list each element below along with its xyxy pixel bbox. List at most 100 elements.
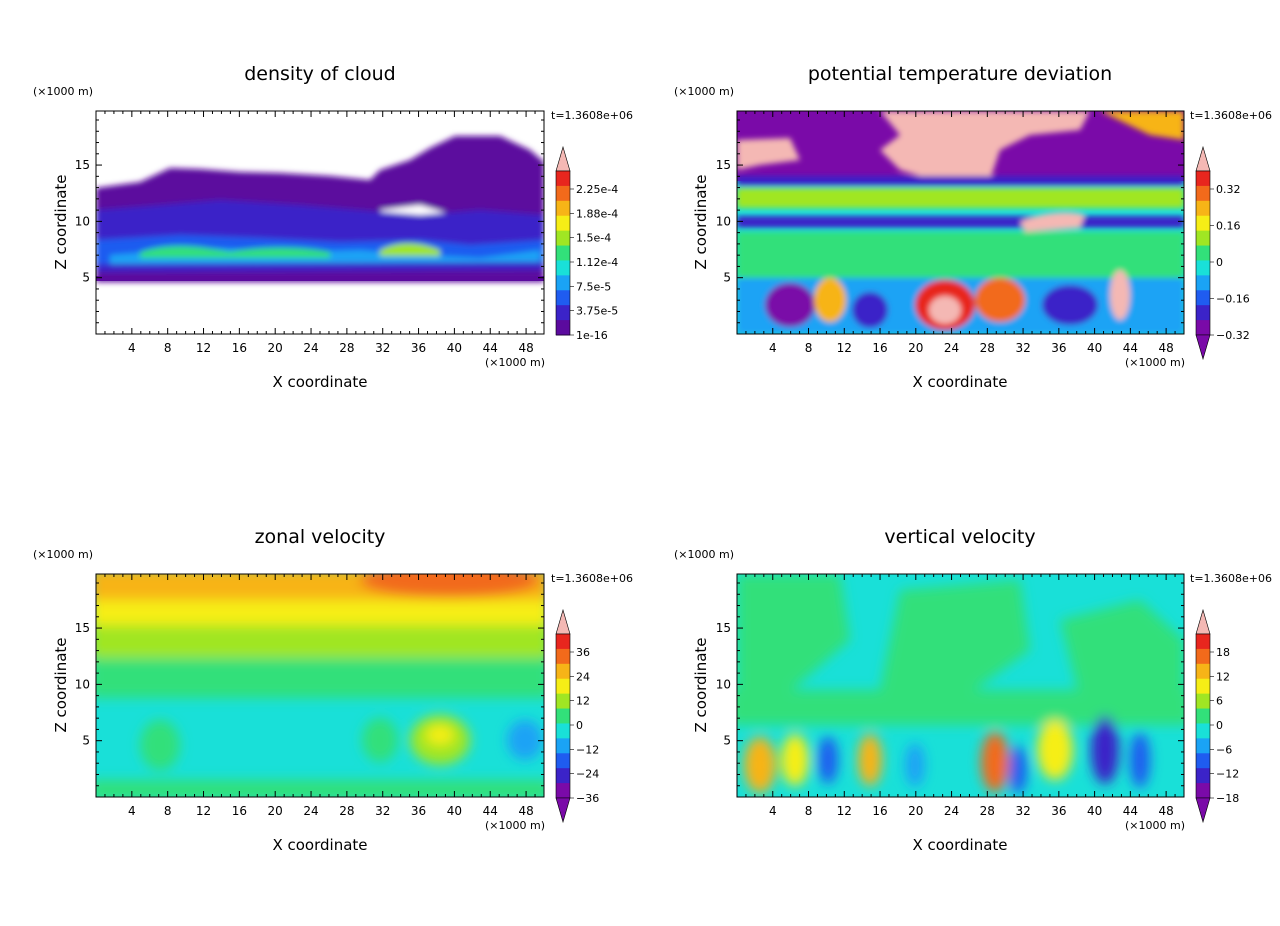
cell-5 xyxy=(929,296,961,324)
colorbar-label: −0.32 xyxy=(1216,329,1250,342)
colorbar-label: 0.16 xyxy=(1216,220,1241,233)
band-green xyxy=(96,658,544,698)
jet-core xyxy=(360,574,540,598)
colorbar-extend-bottom xyxy=(555,797,571,824)
colorbar-segment xyxy=(1196,185,1210,202)
colorbar-label: 0 xyxy=(1216,719,1223,732)
x-tick-label: 12 xyxy=(196,804,211,818)
y-unit-label: (×1000 m) xyxy=(33,548,93,561)
x-tick-label: 44 xyxy=(483,341,498,355)
band-green xyxy=(737,188,1184,208)
colorbar-segment xyxy=(556,693,570,710)
upper-left-patch xyxy=(737,138,800,170)
low-blob-5 xyxy=(507,720,543,760)
y-tick-label: 5 xyxy=(723,271,731,285)
colorbar-segment xyxy=(1196,171,1210,187)
colorbar-extend-top xyxy=(1195,145,1211,172)
chart-title: density of cloud xyxy=(244,63,396,85)
x-tick-label: 28 xyxy=(980,804,995,818)
y-tick-label: 5 xyxy=(723,734,731,748)
colorbar-label: 0 xyxy=(1216,256,1223,269)
x-tick-label: 28 xyxy=(339,341,354,355)
chart-title: zonal velocity xyxy=(255,526,386,548)
colorbar-label: 24 xyxy=(576,670,590,683)
colorbar-label: 3.75e-5 xyxy=(576,305,618,318)
colorbar-label: −18 xyxy=(1216,792,1239,805)
cell-3 xyxy=(852,292,888,328)
colorbar-frame xyxy=(555,170,571,336)
updraft-2 xyxy=(781,734,809,786)
x-tick-label: 36 xyxy=(411,341,426,355)
x-tick-label: 48 xyxy=(1158,341,1173,355)
heatmap-field xyxy=(96,574,544,797)
x-axis-label: X coordinate xyxy=(272,373,367,391)
upper-green-1 xyxy=(737,574,850,700)
colorbar-segment xyxy=(1196,260,1210,276)
low-blob-1 xyxy=(140,720,180,770)
x-tick-label: 20 xyxy=(908,341,923,355)
heatmap-field xyxy=(96,111,544,334)
colorbar-label: 12 xyxy=(576,695,590,708)
x-tick-label: 16 xyxy=(872,341,887,355)
colorbar: 0.32 0.16 0 −0.16 −0.32 xyxy=(1195,145,1250,361)
colorbar-segment xyxy=(556,648,570,665)
colorbar-segment xyxy=(1196,648,1210,665)
x-tick-label: 20 xyxy=(908,804,923,818)
updraft-3 xyxy=(858,734,882,786)
cell-1 xyxy=(765,283,815,327)
x-tick-label: 40 xyxy=(447,804,462,818)
heatmap-field xyxy=(737,574,1184,797)
y-axis-label: Z coordinate xyxy=(52,174,70,269)
colorbar-segment xyxy=(556,275,570,291)
colorbar-segment xyxy=(1196,693,1210,710)
x-tick-label: 20 xyxy=(268,804,283,818)
colorbar-segment xyxy=(1196,723,1210,739)
colorbar-segment xyxy=(556,245,570,261)
colorbar-label: 18 xyxy=(1216,646,1230,659)
colorbar-segment xyxy=(1196,305,1210,321)
colorbar-segment xyxy=(556,768,570,784)
downdraft-1 xyxy=(818,736,838,784)
x-axis-label: X coordinate xyxy=(912,836,1007,854)
panel-density-of-cloud: density of cloud (×1000 m) t=1.3608e+06 … xyxy=(33,63,633,391)
downdraft-3 xyxy=(1009,746,1027,794)
x-axis-label: X coordinate xyxy=(272,836,367,854)
x-tick-label: 32 xyxy=(1015,341,1030,355)
colorbar-segment xyxy=(556,708,570,724)
upper-green-2 xyxy=(880,580,1030,700)
y-tick-label: 15 xyxy=(716,621,731,635)
cell-2 xyxy=(814,278,846,322)
downdraft-5 xyxy=(1130,732,1150,788)
colorbar-segment xyxy=(556,738,570,754)
x-tick-label: 16 xyxy=(232,804,247,818)
colorbar-label: 1.88e-4 xyxy=(576,207,618,220)
y-tick-label: 5 xyxy=(82,271,90,285)
x-tick-label: 28 xyxy=(980,341,995,355)
x-tick-label: 16 xyxy=(872,804,887,818)
colorbar-segment xyxy=(1196,783,1210,799)
x-tick-label: 44 xyxy=(1123,341,1138,355)
y-tick-label: 15 xyxy=(75,621,90,635)
colorbar-segment xyxy=(556,185,570,202)
cloud-core-1 xyxy=(140,245,330,258)
colorbar-segment xyxy=(1196,708,1210,724)
x-tick-label: 36 xyxy=(1051,804,1066,818)
x-tick-label: 12 xyxy=(837,804,852,818)
colorbar-extend-top xyxy=(1195,608,1211,635)
colorbar-label: −36 xyxy=(576,792,599,805)
x-tick-label: 40 xyxy=(1087,804,1102,818)
x-unit-label: (×1000 m) xyxy=(1125,356,1185,369)
low-blob-2 xyxy=(362,718,398,762)
stable-band-1 xyxy=(737,176,1184,186)
cloud-core-2 xyxy=(380,243,440,256)
y-unit-label: (×1000 m) xyxy=(674,548,734,561)
x-tick-label: 44 xyxy=(483,804,498,818)
colorbar-segment xyxy=(556,200,570,217)
x-tick-label: 48 xyxy=(518,804,533,818)
colorbar-segment xyxy=(556,634,570,650)
colorbar-label: −12 xyxy=(576,743,599,756)
x-tick-label: 36 xyxy=(411,804,426,818)
cell-7 xyxy=(1042,285,1098,325)
